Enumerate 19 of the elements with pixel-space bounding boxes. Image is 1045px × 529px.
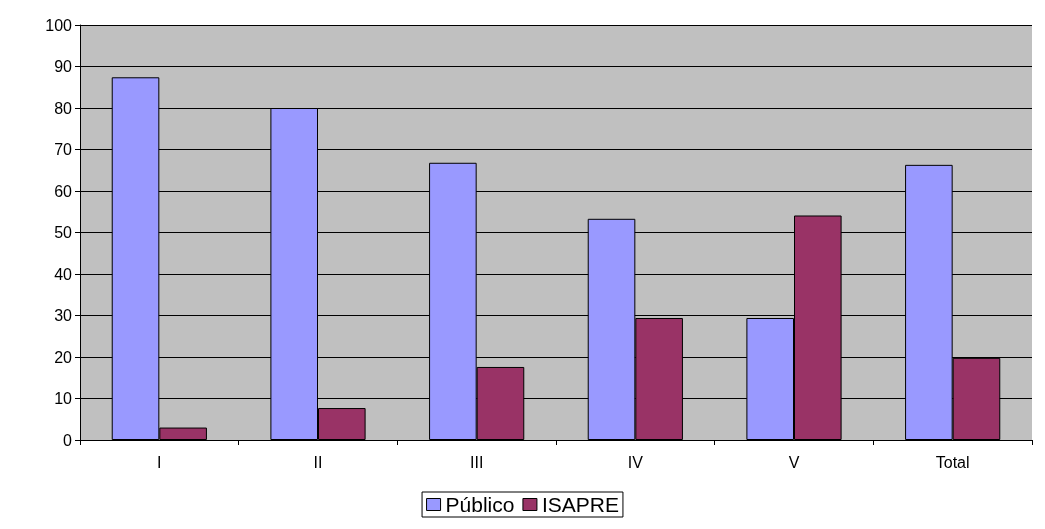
y-tick-label: 80 — [54, 99, 73, 117]
x-tick-label: III — [469, 453, 484, 471]
x-tick-label: Total — [935, 453, 970, 471]
y-tick-label: 60 — [54, 182, 73, 200]
y-tick-label: 100 — [45, 16, 73, 34]
y-tick-label: 30 — [54, 307, 73, 324]
y-tick-label: 0 — [63, 431, 73, 449]
y-tick-label: 90 — [54, 58, 73, 75]
x-tick-label: V — [788, 453, 800, 471]
y-tick-label: 10 — [54, 390, 73, 407]
x-tick-label: I — [157, 453, 162, 471]
x-tick-label: IV — [627, 453, 644, 471]
x-tick-label: II — [313, 453, 323, 471]
y-tick-label: 40 — [54, 265, 73, 283]
legend-label: Público — [445, 493, 515, 516]
y-tick-label: 70 — [54, 141, 73, 158]
y-tick-label: 50 — [54, 224, 73, 241]
legend-label: ISAPRE — [541, 493, 619, 516]
y-tick-label: 20 — [54, 348, 73, 366]
